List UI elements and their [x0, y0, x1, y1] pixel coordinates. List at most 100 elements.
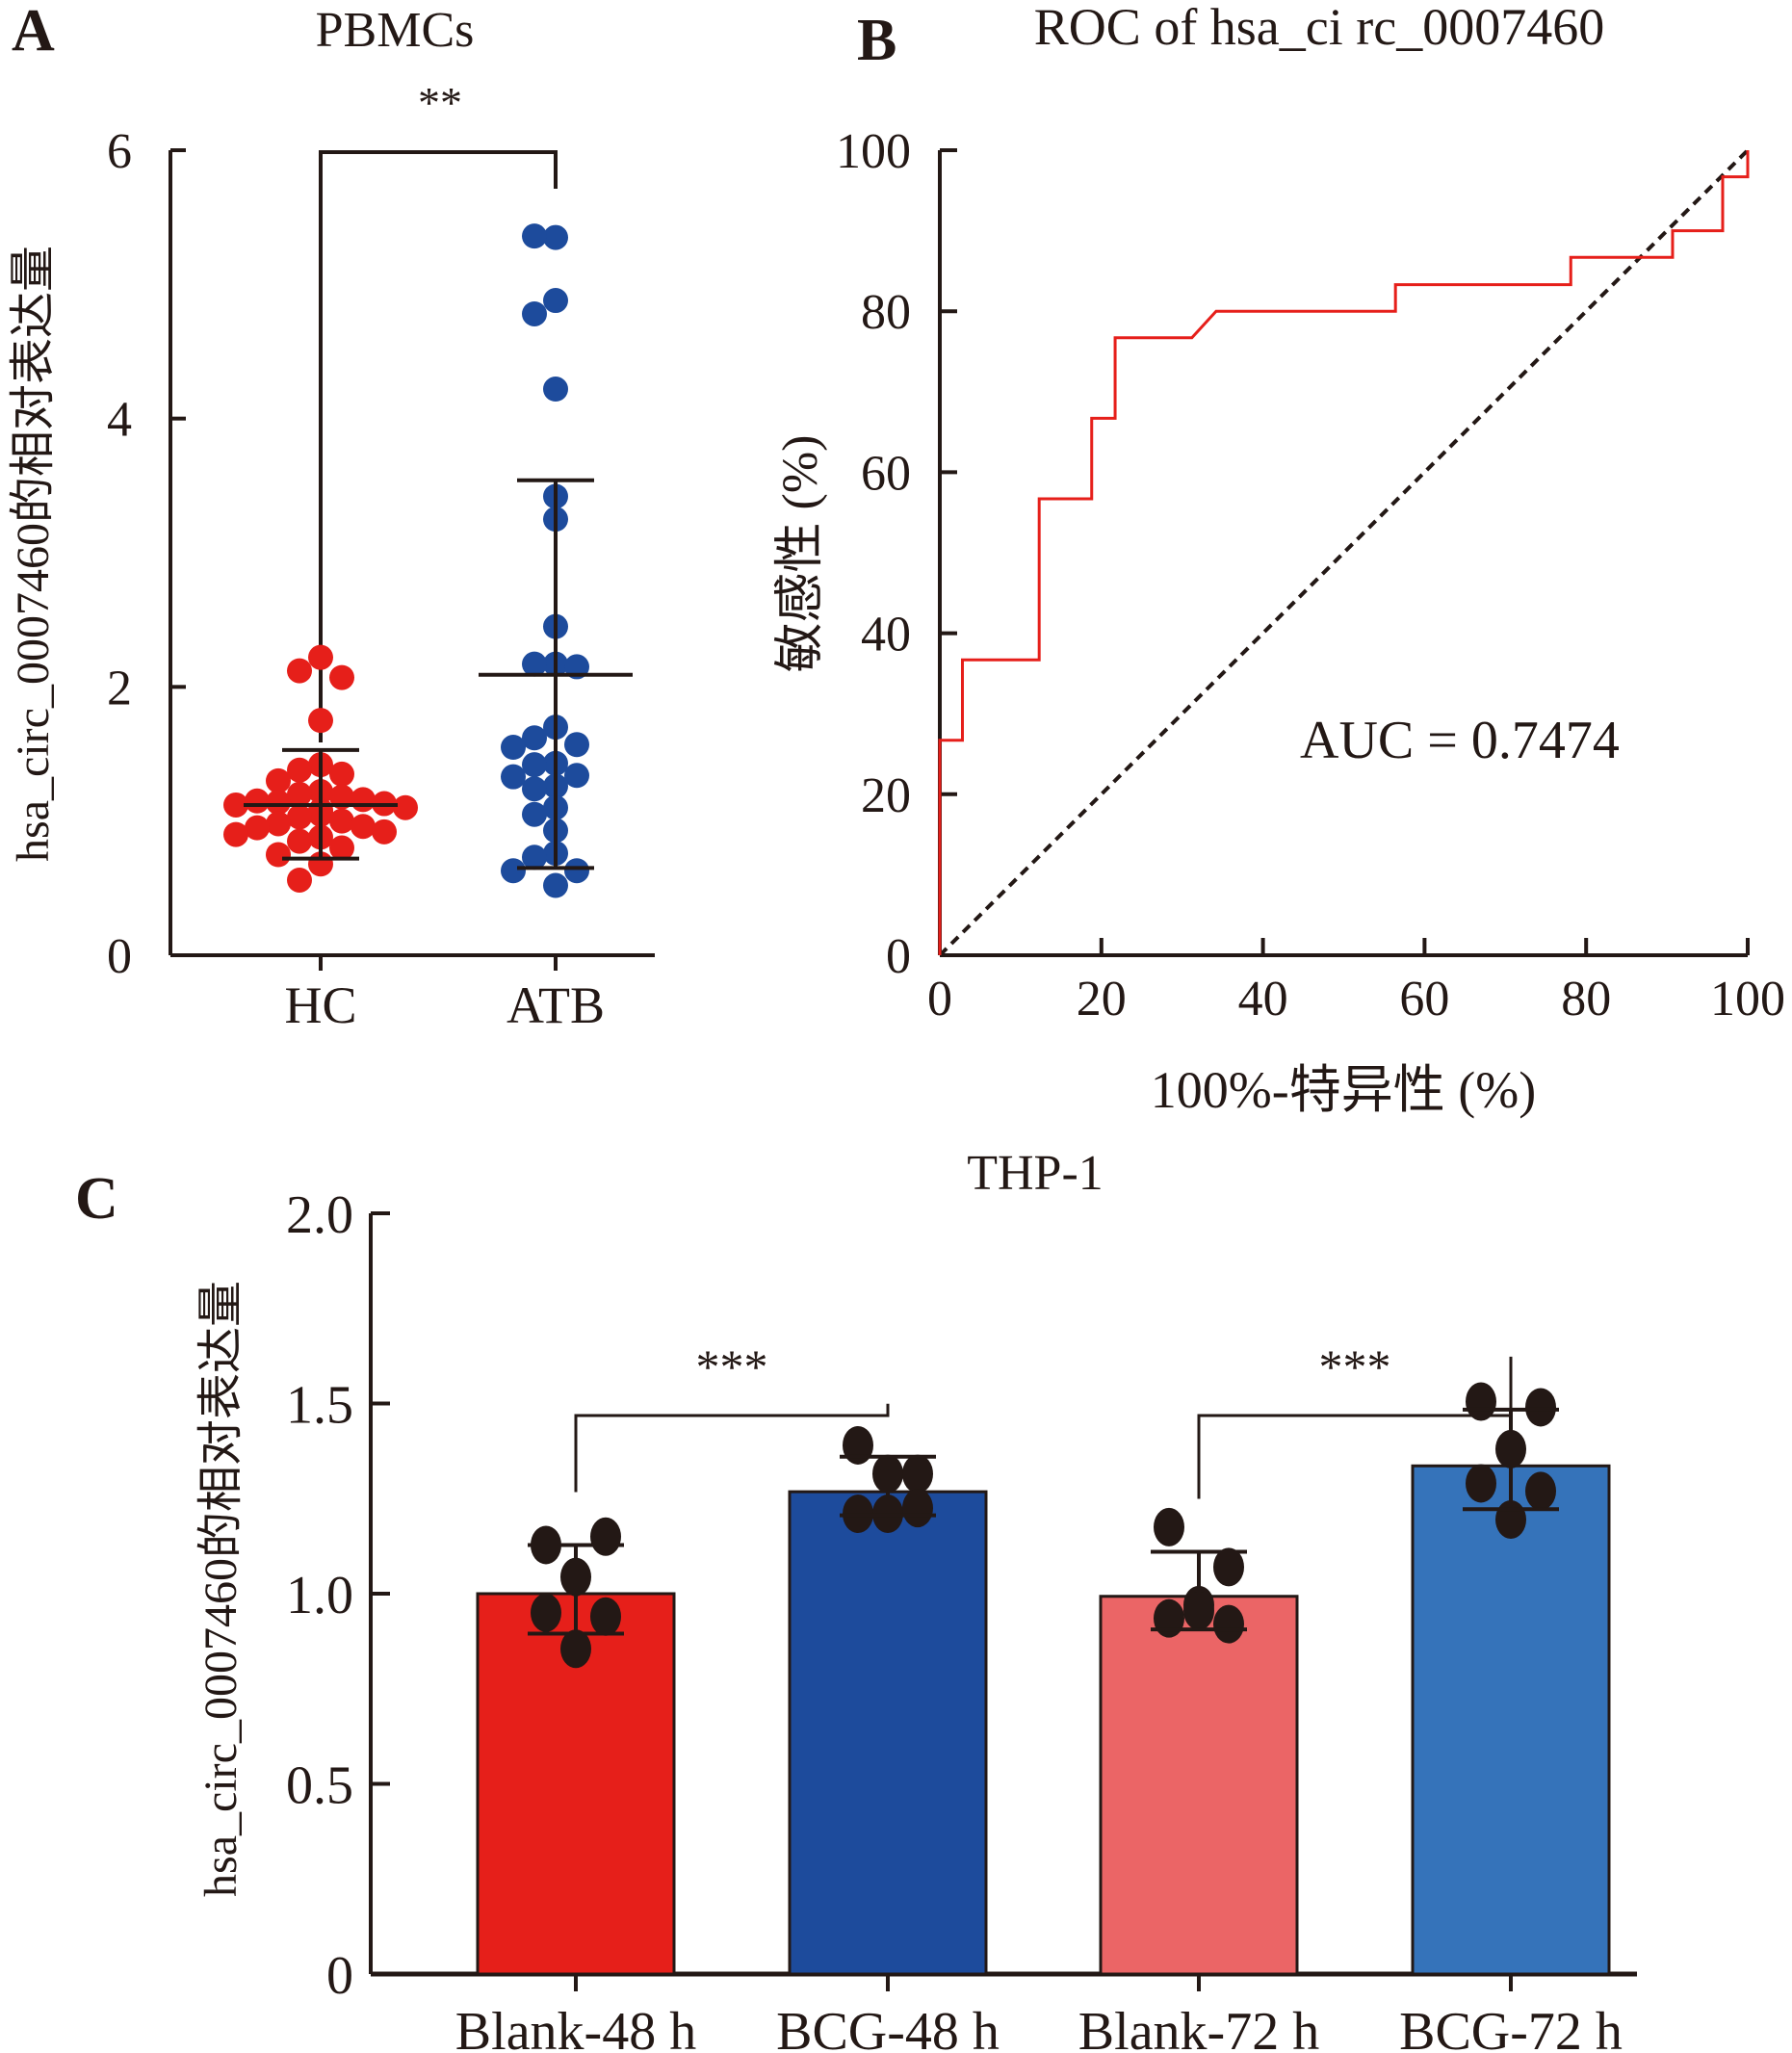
data-point-hc: [329, 835, 354, 861]
bar-2: [788, 1490, 988, 1976]
x-tick-label: 40: [1238, 972, 1288, 1026]
data-point-hc: [266, 811, 291, 837]
data-point-atb: [564, 858, 589, 884]
data-point-hc: [287, 781, 312, 807]
data-point-hc: [287, 804, 312, 830]
data-point: [902, 1454, 933, 1494]
panel-a-y-label: hsa_circ_0007460的相对表达量: [8, 246, 59, 862]
panel-a-significance: **: [418, 78, 462, 127]
significance-bracket: [319, 150, 558, 743]
data-point-atb: [564, 732, 589, 758]
data-point: [1213, 1547, 1244, 1587]
data-point-atb: [522, 725, 547, 751]
panel-b-y-label: 敏感性 (%): [773, 435, 828, 673]
y-tick-label: 100: [836, 124, 911, 179]
y-tick-label: 1.5: [286, 1376, 353, 1436]
panel-a-title: PBMCs: [316, 3, 475, 58]
data-point-hc: [287, 828, 312, 854]
data-point-atb: [543, 377, 568, 403]
x-tick-label: BCG-72 h: [1399, 2002, 1623, 2053]
significance-label: ***: [696, 1339, 768, 1393]
y-tick-label: 1.0: [286, 1566, 353, 1625]
y-tick-label: 60: [861, 446, 911, 501]
data-point-atb: [543, 224, 568, 250]
y-tick-label: 0: [107, 929, 132, 984]
data-point-hc: [287, 757, 312, 783]
data-point: [590, 1517, 621, 1556]
y-tick-label: 4: [107, 393, 132, 448]
x-tick-label: Blank-72 h: [1078, 2002, 1319, 2053]
data-point-hc: [308, 708, 333, 734]
reference-diagonal-line: [938, 148, 1750, 957]
x-tick-label: 60: [1399, 972, 1449, 1026]
y-tick-label: 80: [861, 285, 911, 340]
data-point: [1154, 1507, 1184, 1546]
y-tick-label: 6: [107, 124, 132, 179]
data-point-hc: [266, 767, 291, 793]
data-point-atb: [543, 288, 568, 314]
data-point: [531, 1593, 561, 1632]
y-tick-label: 0.5: [286, 1756, 353, 1816]
y-tick-label: 2: [107, 661, 132, 715]
data-point-hc: [287, 658, 312, 684]
data-point-atb: [501, 858, 526, 884]
y-tick-label: 0: [326, 1946, 353, 2006]
data-point-atb: [522, 752, 547, 778]
panel-a-label: A: [12, 0, 55, 64]
data-point-atb: [543, 872, 568, 898]
panel-b-title: ROC of hsa_ci rc_0007460: [1034, 0, 1604, 56]
data-point-atb: [564, 763, 589, 789]
data-point: [1525, 1471, 1556, 1511]
data-point-hc: [266, 790, 291, 816]
data-point-atb: [522, 776, 547, 802]
data-point-hc: [308, 644, 333, 670]
data-point-atb: [501, 764, 526, 790]
roc-curve: [938, 150, 1750, 955]
y-tick-label: 20: [861, 768, 911, 823]
data-point-hc: [329, 664, 354, 690]
data-point: [560, 1629, 591, 1669]
data-point-atb: [522, 801, 547, 827]
data-point-hc: [266, 842, 291, 868]
panel-b-plot: 0 20 40 60 80 100 0 20 40 60 80 100: [836, 124, 1785, 1026]
data-point-hc: [329, 808, 354, 834]
data-point-hc: [223, 792, 248, 818]
panel-b-auc-annotation: AUC = 0.7474: [1300, 711, 1620, 770]
data-point-atb: [522, 223, 547, 249]
x-tick-label: 80: [1561, 972, 1611, 1026]
x-tick-label: 20: [1077, 972, 1127, 1026]
data-point: [1466, 1464, 1496, 1503]
significance-bracket: [574, 1403, 890, 1493]
data-point-atb: [501, 735, 526, 761]
data-point: [843, 1425, 873, 1465]
panel-c-label: C: [75, 1166, 118, 1232]
data-point: [902, 1489, 933, 1528]
data-point-hc: [329, 761, 354, 787]
data-point-atb: [522, 300, 547, 326]
data-point: [1525, 1388, 1556, 1427]
y-tick-label: 40: [861, 608, 911, 663]
data-point: [590, 1597, 621, 1636]
data-point-hc: [287, 867, 312, 893]
data-point-atb: [522, 845, 547, 871]
x-tick-label: BCG-48 h: [776, 2002, 1000, 2053]
panel-c-title: THP-1: [967, 1146, 1104, 1201]
panel-a-plot: 0 2 4 6 HC ATB: [107, 124, 655, 1034]
significance-bracket: [1197, 1356, 1513, 1499]
x-tick-label: Blank-48 h: [455, 2002, 696, 2053]
x-tick-label: ATB: [506, 976, 605, 1034]
data-point-hc: [245, 788, 270, 814]
y-tick-label: 0: [886, 929, 911, 984]
significance-label: ***: [1319, 1339, 1391, 1393]
bar-4: [1411, 1464, 1611, 1976]
bar-3: [1099, 1595, 1299, 1976]
data-point-hc: [351, 787, 376, 813]
data-point-hc: [351, 814, 376, 840]
data-point: [1154, 1598, 1184, 1638]
data-point-hc: [223, 821, 248, 847]
panel-b-x-label: 100%-特异性 (%): [1151, 1061, 1536, 1119]
data-point-atb: [522, 651, 547, 677]
panel-c-y-label: hsa_circ_0007460的相对表达量: [195, 1281, 247, 1897]
data-point-hc: [372, 819, 397, 845]
